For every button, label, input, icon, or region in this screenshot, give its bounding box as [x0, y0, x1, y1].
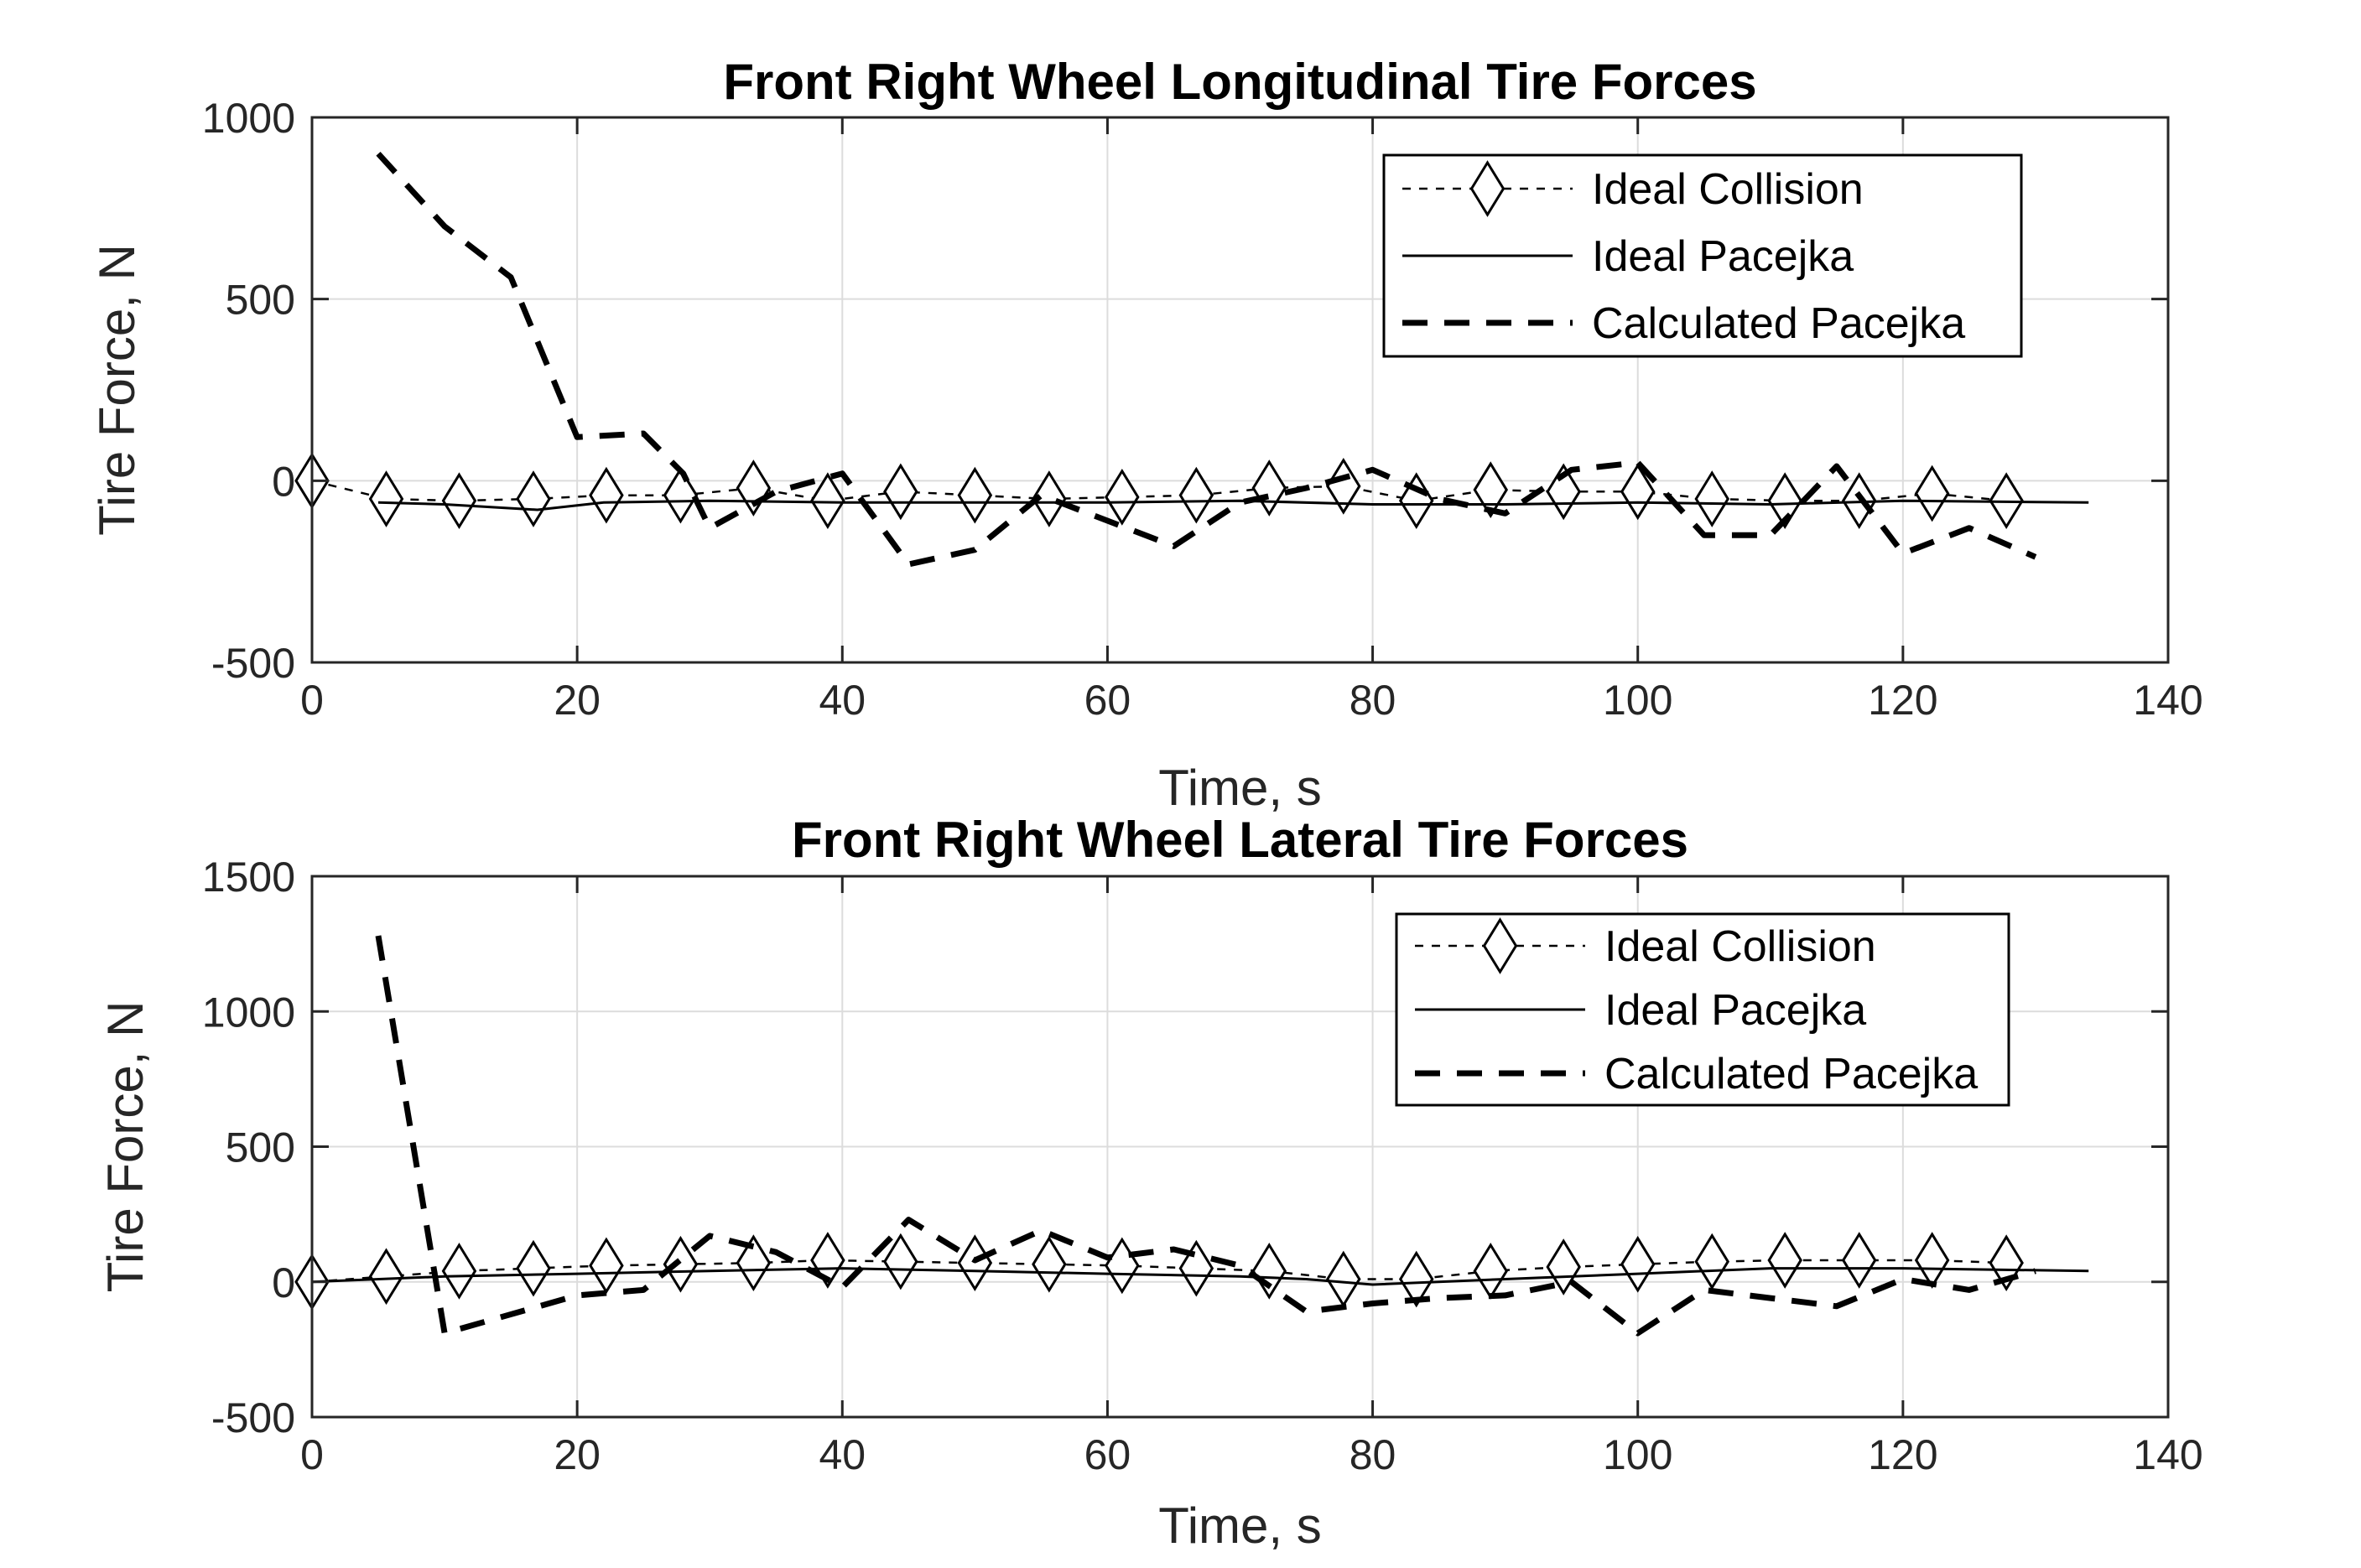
y-tick-label: 1000	[202, 989, 295, 1036]
x-tick-label: 0	[300, 677, 324, 724]
data-point	[1326, 457, 1361, 515]
legend-label: Ideal Collision	[1592, 165, 1864, 214]
x-tick-label: 60	[1084, 677, 1131, 724]
x-tick-label: 40	[819, 677, 866, 724]
legend-label: Calculated Pacejka	[1604, 1050, 1978, 1098]
legend-marker	[1469, 160, 1506, 217]
chart-title: Front Right Wheel Longitudinal Tire Forc…	[723, 54, 1756, 110]
y-axis-label: Tire Force, N	[89, 244, 145, 536]
legend-label: Ideal Collision	[1604, 922, 1876, 971]
series-ideal-pacejka	[311, 1267, 2089, 1286]
x-tick-label: 120	[1868, 1431, 1937, 1478]
data-point	[1620, 1235, 1656, 1293]
legend-marker	[1482, 917, 1518, 974]
y-tick-label: 1000	[202, 95, 295, 142]
data-point	[516, 1239, 551, 1297]
x-tick-label: 100	[1603, 1431, 1672, 1478]
x-tick-label: 80	[1350, 1431, 1396, 1478]
series-calculated-pacejka	[376, 151, 2037, 568]
x-tick-label: 140	[2133, 1431, 2202, 1478]
data-point	[1032, 1235, 1067, 1293]
data-point	[1251, 1242, 1287, 1300]
series-line	[375, 935, 2036, 1337]
data-point	[883, 463, 918, 521]
data-point	[663, 1235, 699, 1293]
y-tick-label: 0	[272, 1259, 295, 1306]
data-point	[1105, 468, 1140, 526]
y-tick-label: -500	[211, 640, 295, 687]
data-point	[883, 1233, 918, 1290]
data-point	[1032, 470, 1067, 527]
data-point	[810, 472, 845, 530]
data-point	[1694, 470, 1729, 527]
x-tick-label: 20	[554, 677, 601, 724]
data-point	[1398, 1250, 1434, 1308]
x-tick-label: 120	[1868, 677, 1937, 724]
data-point	[1841, 1232, 1877, 1289]
x-tick-label: 100	[1603, 677, 1672, 724]
data-point	[368, 470, 404, 527]
x-axis-label: Time, s	[1158, 760, 1321, 816]
data-point	[368, 1248, 404, 1306]
legend-label: Ideal Pacejka	[1592, 232, 1854, 281]
data-point	[1694, 1233, 1729, 1290]
y-tick-label: -500	[211, 1394, 295, 1441]
data-point	[1767, 1232, 1802, 1289]
series-line	[377, 499, 2089, 511]
x-tick-label: 80	[1350, 677, 1396, 724]
data-point	[663, 466, 699, 524]
legend: Ideal Collision Ideal Pacejka Calculated P…	[1395, 912, 2010, 1107]
data-point	[957, 466, 993, 524]
x-tick-label: 60	[1084, 1431, 1131, 1478]
x-tick-label: 20	[554, 1431, 601, 1478]
series-line	[376, 151, 2037, 568]
legend: Ideal Collision Ideal Pacejka Calculated P…	[1382, 153, 2023, 358]
x-tick-label: 140	[2133, 677, 2202, 724]
y-tick-label: 0	[272, 458, 295, 505]
chart-title: Front Right Wheel Lateral Tire Forces	[792, 812, 1688, 868]
data-point	[1767, 472, 1802, 530]
x-axis-label: Time, s	[1158, 1498, 1321, 1554]
axes-frame	[310, 116, 2170, 664]
data-point	[1914, 465, 1950, 522]
data-point	[736, 1234, 772, 1292]
data-point	[441, 1242, 477, 1300]
series-line	[311, 1267, 2089, 1286]
chart-lateral: 0 20 40 60 80 100 120 140-500050010001500Front …	[97, 812, 2203, 1554]
x-tick-label: 40	[819, 1431, 866, 1478]
series-ideal-pacejka	[377, 499, 2089, 511]
x-tick-label: 0	[300, 1431, 324, 1478]
y-tick-label: 1500	[202, 854, 295, 901]
legend-label: Ideal Pacejka	[1604, 986, 1866, 1035]
data-point	[1620, 463, 1656, 521]
legend-label: Calculated Pacejka	[1592, 299, 1965, 348]
data-point	[1178, 466, 1214, 524]
data-point	[516, 470, 551, 527]
data-point	[1473, 461, 1509, 519]
data-point	[441, 472, 477, 530]
y-tick-label: 500	[226, 1124, 295, 1171]
y-tick-label: 500	[226, 277, 295, 324]
y-axis-label: Tire Force, N	[97, 1001, 153, 1293]
series-ideal-collision	[294, 1232, 2024, 1311]
data-point	[589, 466, 624, 524]
series-calculated-pacejka	[375, 935, 2036, 1337]
